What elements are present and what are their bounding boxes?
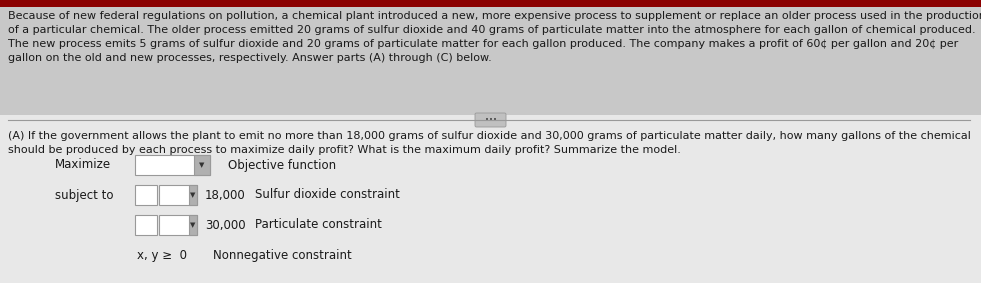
- Text: x, y ≥  0: x, y ≥ 0: [137, 248, 187, 261]
- Text: subject to: subject to: [55, 188, 114, 201]
- Text: ▼: ▼: [190, 192, 195, 198]
- Bar: [159, 185, 197, 205]
- Bar: [188, 185, 197, 205]
- Text: •••: •••: [485, 117, 496, 123]
- Bar: [193, 155, 210, 175]
- Text: Nonnegative constraint: Nonnegative constraint: [213, 248, 352, 261]
- Text: 18,000: 18,000: [205, 188, 246, 201]
- Text: (A) If the government allows the plant to emit no more than 18,000 grams of sulf: (A) If the government allows the plant t…: [8, 131, 971, 141]
- FancyBboxPatch shape: [475, 113, 506, 127]
- Bar: [0, 0, 981, 115]
- Text: Particulate constraint: Particulate constraint: [255, 218, 382, 231]
- Text: Objective function: Objective function: [228, 158, 336, 171]
- Text: should be produced by each process to maximize daily profit? What is the maximum: should be produced by each process to ma…: [8, 145, 681, 155]
- Bar: [135, 215, 157, 235]
- Bar: [188, 215, 197, 235]
- Text: of a particular chemical. The older process emitted 20 grams of sulfur dioxide a: of a particular chemical. The older proc…: [8, 25, 976, 35]
- Bar: [0, 115, 981, 283]
- Text: Because of new federal regulations on pollution, a chemical plant introduced a n: Because of new federal regulations on po…: [8, 11, 981, 21]
- Text: Sulfur dioxide constraint: Sulfur dioxide constraint: [255, 188, 400, 201]
- Bar: [135, 155, 210, 175]
- Bar: [0, 0, 981, 7]
- Text: ▼: ▼: [199, 162, 204, 168]
- Text: 30,000: 30,000: [205, 218, 245, 231]
- Text: gallon on the old and new processes, respectively. Answer parts (A) through (C) : gallon on the old and new processes, res…: [8, 53, 491, 63]
- Bar: [159, 215, 197, 235]
- Text: The new process emits 5 grams of sulfur dioxide and 20 grams of particulate matt: The new process emits 5 grams of sulfur …: [8, 39, 958, 49]
- Bar: [135, 185, 157, 205]
- Text: ▼: ▼: [190, 222, 195, 228]
- Text: Maximize: Maximize: [55, 158, 111, 171]
